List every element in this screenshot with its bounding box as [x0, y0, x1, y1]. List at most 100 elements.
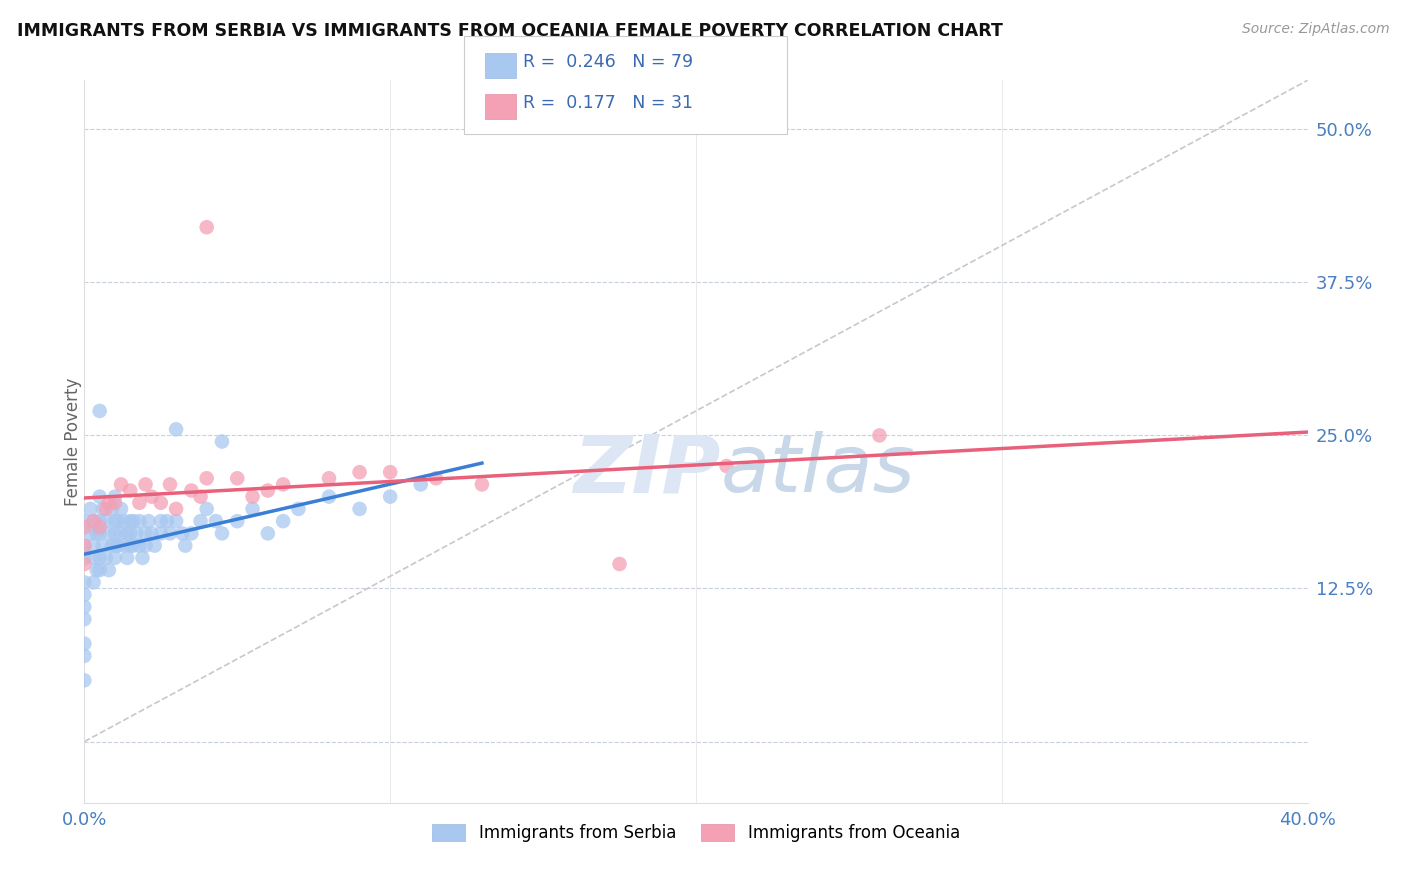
Point	[159, 477, 181, 491]
Point	[869, 428, 891, 442]
Point	[128, 539, 150, 553]
Point	[79, 502, 101, 516]
Point	[97, 496, 120, 510]
Text: IMMIGRANTS FROM SERBIA VS IMMIGRANTS FROM OCEANIA FEMALE POVERTY CORRELATION CHA: IMMIGRANTS FROM SERBIA VS IMMIGRANTS FRO…	[17, 22, 1002, 40]
Point	[135, 526, 157, 541]
Point	[83, 514, 105, 528]
Point	[257, 483, 280, 498]
Point	[165, 502, 187, 516]
Point	[97, 526, 120, 541]
Point	[73, 612, 96, 626]
Point	[89, 490, 111, 504]
Point	[101, 539, 124, 553]
Point	[195, 502, 218, 516]
Point	[271, 477, 294, 491]
Point	[318, 471, 340, 485]
Point	[205, 514, 228, 528]
Legend: Immigrants from Serbia, Immigrants from Oceania: Immigrants from Serbia, Immigrants from …	[426, 817, 966, 848]
Point	[349, 465, 371, 479]
Point	[138, 514, 160, 528]
Point	[159, 526, 181, 541]
Point	[128, 514, 150, 528]
Point	[242, 490, 264, 504]
Point	[73, 514, 96, 528]
Point	[97, 563, 120, 577]
Point	[195, 471, 218, 485]
Text: R =  0.177   N = 31: R = 0.177 N = 31	[523, 95, 693, 112]
Text: Source: ZipAtlas.com: Source: ZipAtlas.com	[1241, 22, 1389, 37]
Point	[172, 526, 194, 541]
Point	[190, 514, 212, 528]
Point	[89, 550, 111, 565]
Point	[141, 526, 163, 541]
Point	[156, 514, 179, 528]
Point	[165, 514, 187, 528]
Point	[609, 557, 631, 571]
Point	[149, 526, 172, 541]
Point	[104, 490, 127, 504]
Point	[112, 539, 135, 553]
Point	[89, 520, 111, 534]
Point	[120, 539, 142, 553]
Y-axis label: Female Poverty: Female Poverty	[65, 377, 82, 506]
Point	[107, 539, 129, 553]
Point	[115, 550, 138, 565]
Point	[107, 514, 129, 528]
Point	[73, 520, 96, 534]
Point	[141, 490, 163, 504]
Point	[104, 526, 127, 541]
Point	[104, 550, 127, 565]
Point	[79, 526, 101, 541]
Point	[180, 526, 202, 541]
Point	[135, 539, 157, 553]
Point	[73, 648, 96, 663]
Point	[112, 514, 135, 528]
Point	[86, 526, 108, 541]
Point	[115, 526, 138, 541]
Point	[73, 588, 96, 602]
Point	[122, 539, 145, 553]
Point	[471, 477, 494, 491]
Point	[83, 514, 105, 528]
Point	[89, 514, 111, 528]
Point	[120, 483, 142, 498]
Point	[83, 550, 105, 565]
Point	[104, 496, 127, 510]
Point	[409, 477, 432, 491]
Point	[425, 471, 447, 485]
Point	[83, 539, 105, 553]
Point	[180, 483, 202, 498]
Point	[73, 539, 96, 553]
Point	[73, 673, 96, 688]
Point	[73, 557, 96, 571]
Point	[143, 539, 166, 553]
Point	[190, 490, 212, 504]
Point	[128, 496, 150, 510]
Point	[226, 471, 249, 485]
Point	[120, 526, 142, 541]
Point	[226, 514, 249, 528]
Point	[211, 526, 233, 541]
Point	[165, 422, 187, 436]
Point	[101, 502, 124, 516]
Point	[195, 220, 218, 235]
Text: ZIP: ZIP	[574, 432, 720, 509]
Point	[94, 502, 117, 516]
Point	[271, 514, 294, 528]
Point	[716, 458, 738, 473]
Point	[287, 502, 309, 516]
Point	[380, 465, 402, 479]
Point	[149, 514, 172, 528]
Point	[73, 575, 96, 590]
Point	[89, 563, 111, 577]
Point	[110, 502, 132, 516]
Point	[94, 514, 117, 528]
Point	[91, 502, 114, 516]
Point	[349, 502, 371, 516]
Point	[318, 490, 340, 504]
Point	[174, 539, 197, 553]
Point	[104, 514, 127, 528]
Point	[89, 404, 111, 418]
Point	[110, 477, 132, 491]
Point	[211, 434, 233, 449]
